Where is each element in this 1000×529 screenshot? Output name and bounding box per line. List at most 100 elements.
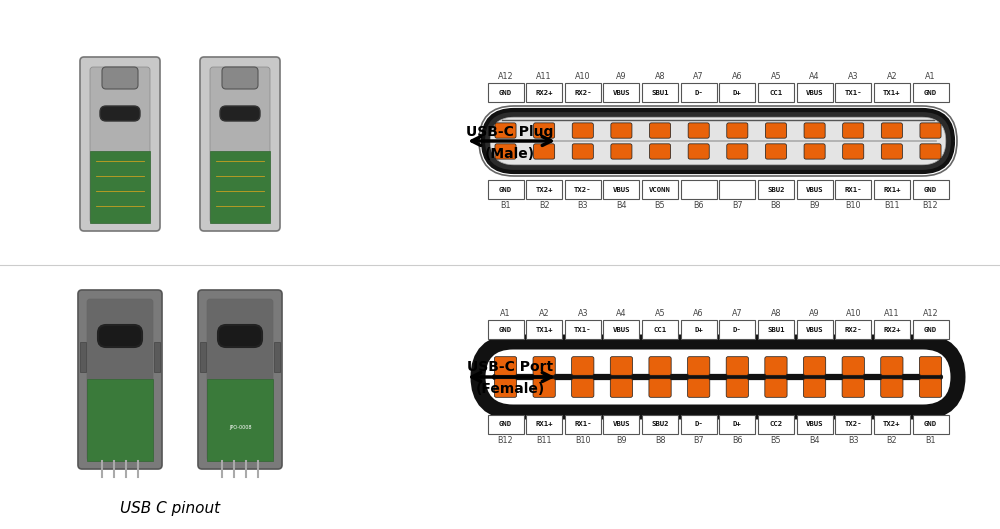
Bar — [835, 415, 871, 434]
Text: (Male): (Male) — [485, 147, 535, 161]
Bar — [80, 342, 86, 372]
Bar — [488, 83, 524, 102]
Text: B3: B3 — [578, 201, 588, 210]
Text: USB C pinout: USB C pinout — [120, 501, 220, 516]
Text: B6: B6 — [732, 436, 743, 445]
FancyBboxPatch shape — [572, 357, 594, 375]
Text: (Female): (Female) — [475, 382, 545, 396]
Text: D-: D- — [694, 89, 703, 96]
Bar — [797, 415, 833, 434]
Bar — [758, 83, 794, 102]
FancyBboxPatch shape — [843, 144, 864, 159]
FancyBboxPatch shape — [494, 379, 517, 397]
Text: D+: D+ — [733, 89, 742, 96]
FancyBboxPatch shape — [80, 57, 160, 231]
Bar — [642, 180, 678, 199]
Text: SBU2: SBU2 — [767, 187, 785, 193]
Text: TX2-: TX2- — [844, 422, 862, 427]
Text: VBUS: VBUS — [806, 89, 823, 96]
FancyBboxPatch shape — [842, 379, 864, 397]
FancyBboxPatch shape — [727, 123, 748, 138]
Bar — [758, 415, 794, 434]
Bar — [681, 320, 717, 339]
Bar — [719, 180, 755, 199]
Text: A8: A8 — [771, 309, 781, 318]
Text: RX1+: RX1+ — [883, 187, 901, 193]
Bar — [681, 415, 717, 434]
Text: TX2+: TX2+ — [535, 187, 553, 193]
Text: B3: B3 — [848, 436, 858, 445]
FancyBboxPatch shape — [688, 379, 710, 397]
Bar — [797, 180, 833, 199]
FancyBboxPatch shape — [726, 357, 748, 375]
Text: SBU1: SBU1 — [651, 89, 669, 96]
Text: RX1-: RX1- — [574, 422, 592, 427]
Text: B6: B6 — [693, 201, 704, 210]
FancyBboxPatch shape — [803, 379, 826, 397]
FancyBboxPatch shape — [649, 123, 671, 138]
Bar — [681, 83, 717, 102]
FancyBboxPatch shape — [726, 379, 748, 397]
Text: GND: GND — [924, 326, 937, 333]
Text: VBUS: VBUS — [613, 326, 630, 333]
Text: D+: D+ — [733, 422, 742, 427]
FancyBboxPatch shape — [803, 357, 826, 375]
Bar — [565, 320, 601, 339]
Bar — [681, 180, 717, 199]
Text: RX2-: RX2- — [574, 89, 592, 96]
Bar — [207, 379, 273, 461]
FancyBboxPatch shape — [881, 357, 903, 375]
FancyBboxPatch shape — [842, 357, 864, 375]
Text: VBUS: VBUS — [613, 187, 630, 193]
FancyBboxPatch shape — [611, 144, 632, 159]
FancyBboxPatch shape — [610, 379, 633, 397]
Text: A10: A10 — [575, 72, 591, 81]
Text: VBUS: VBUS — [806, 326, 823, 333]
Text: A12: A12 — [923, 309, 938, 318]
FancyBboxPatch shape — [494, 357, 517, 375]
Text: B7: B7 — [732, 201, 743, 210]
Text: B7: B7 — [693, 436, 704, 445]
Bar — [565, 415, 601, 434]
Text: B1: B1 — [500, 201, 511, 210]
FancyBboxPatch shape — [495, 123, 516, 138]
Text: B2: B2 — [539, 201, 549, 210]
Text: TX1-: TX1- — [844, 89, 862, 96]
Text: B5: B5 — [655, 201, 665, 210]
Text: RX2+: RX2+ — [535, 89, 553, 96]
Text: B5: B5 — [771, 436, 781, 445]
Text: USB-C Port: USB-C Port — [467, 360, 553, 374]
Text: GND: GND — [924, 422, 937, 427]
Bar — [912, 320, 948, 339]
Text: VBUS: VBUS — [613, 422, 630, 427]
FancyBboxPatch shape — [490, 117, 946, 165]
Bar — [90, 151, 150, 223]
FancyBboxPatch shape — [881, 144, 902, 159]
FancyBboxPatch shape — [610, 357, 633, 375]
Text: A2: A2 — [539, 309, 549, 318]
Text: B11: B11 — [884, 201, 900, 210]
Text: TX2+: TX2+ — [883, 422, 901, 427]
Text: CC2: CC2 — [769, 422, 783, 427]
Bar — [835, 320, 871, 339]
Text: VBUS: VBUS — [806, 187, 823, 193]
FancyBboxPatch shape — [688, 123, 709, 138]
FancyBboxPatch shape — [485, 350, 950, 405]
FancyBboxPatch shape — [533, 357, 555, 375]
Text: VCONN: VCONN — [649, 187, 671, 193]
FancyBboxPatch shape — [102, 67, 138, 89]
Text: B9: B9 — [616, 436, 627, 445]
FancyBboxPatch shape — [534, 123, 555, 138]
Text: RX2-: RX2- — [844, 326, 862, 333]
FancyBboxPatch shape — [220, 106, 260, 121]
Bar — [488, 180, 524, 199]
Bar — [603, 415, 639, 434]
Text: VBUS: VBUS — [806, 422, 823, 427]
FancyBboxPatch shape — [765, 357, 787, 375]
Bar — [603, 180, 639, 199]
Bar — [488, 415, 524, 434]
Text: A7: A7 — [693, 72, 704, 81]
FancyBboxPatch shape — [688, 357, 710, 375]
Text: A3: A3 — [578, 309, 588, 318]
Bar — [200, 342, 206, 372]
